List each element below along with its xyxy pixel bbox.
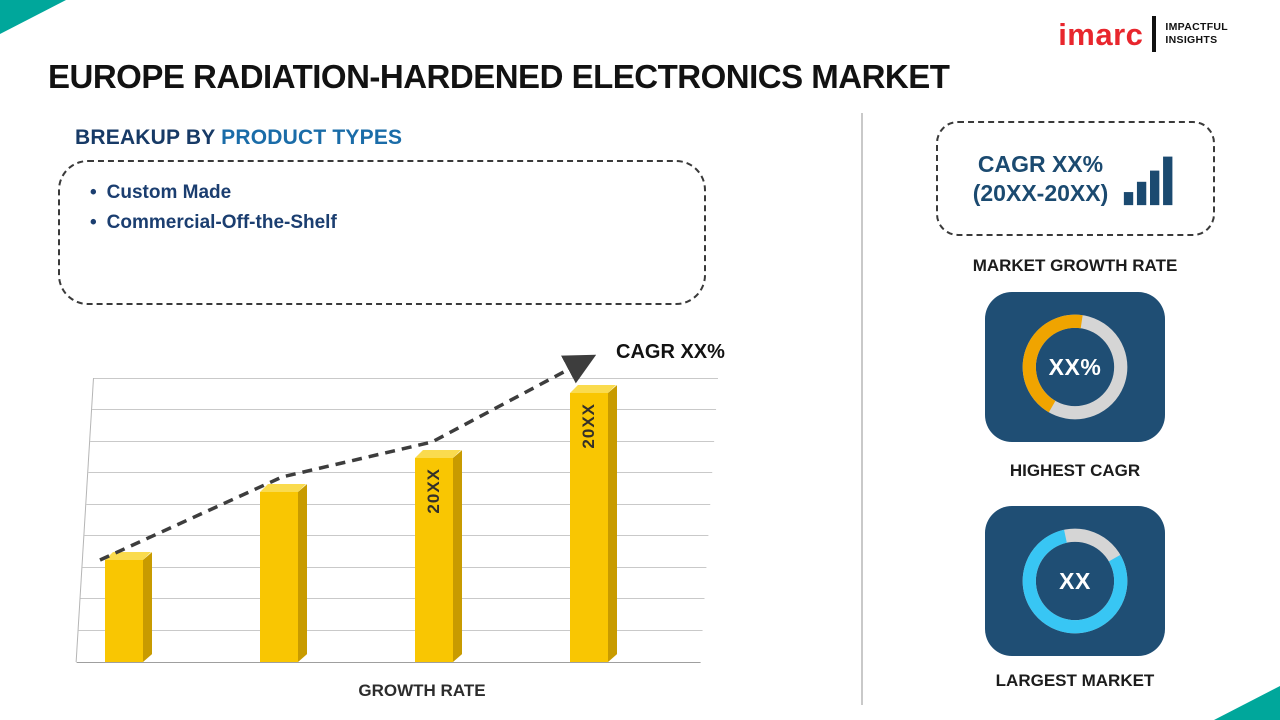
list-item: • Custom Made xyxy=(90,182,232,203)
page-title: EUROPE RADIATION-HARDENED ELECTRONICS MA… xyxy=(48,58,950,95)
x-axis-label: GROWTH RATE xyxy=(358,681,486,700)
donut-chart-highest-cagr: XX% xyxy=(1014,306,1136,428)
cagr-card-text: CAGR XX% (20XX-20XX) xyxy=(972,150,1109,206)
market-growth-rate-card: CAGR XX% (20XX-20XX) xyxy=(936,121,1215,236)
cagr-annotation: CAGR XX% xyxy=(616,341,725,363)
donut-chart-largest-market: XX xyxy=(1014,520,1136,642)
breakup-heading: BREAKUP BY PRODUCT TYPES xyxy=(75,126,403,149)
product-types-box: • Custom Made • Commercial-Off-the-Shelf xyxy=(58,160,706,305)
vertical-divider xyxy=(861,113,863,705)
product-types-list: • Custom Made • Commercial-Off-the-Shelf xyxy=(90,178,674,238)
bar-year2 xyxy=(260,484,307,662)
highest-cagr-tile: XX% xyxy=(985,292,1165,442)
bar-year1 xyxy=(105,552,152,662)
bar-year4: 20XX xyxy=(570,385,617,662)
teal-corner-accent-bottom-right xyxy=(1214,686,1280,720)
imarc-logo-wordmark: imarc xyxy=(1058,16,1144,52)
largest-market-tile: XX xyxy=(985,506,1165,656)
bar-year3: 20XX xyxy=(415,450,462,662)
donut-value: XX xyxy=(1059,567,1091,594)
logo-tagline: IMPACTFUL INSIGHTS xyxy=(1165,21,1228,46)
highest-cagr-label: HIGHEST CAGR xyxy=(1009,461,1141,480)
logo-divider-bar xyxy=(1152,16,1157,52)
donut-value: XX% xyxy=(1048,353,1102,380)
list-item: • Commercial-Off-the-Shelf xyxy=(90,212,337,233)
largest-market-label: LARGEST MARKET xyxy=(995,671,1155,690)
trend-arrow-line xyxy=(99,354,597,562)
teal-corner-accent-top-left xyxy=(0,0,66,34)
bar-chart-icon xyxy=(1124,156,1173,205)
market-growth-rate-label: MARKET GROWTH RATE xyxy=(972,256,1178,275)
imarc-logo: imarc IMPACTFUL INSIGHTS xyxy=(1058,16,1228,52)
